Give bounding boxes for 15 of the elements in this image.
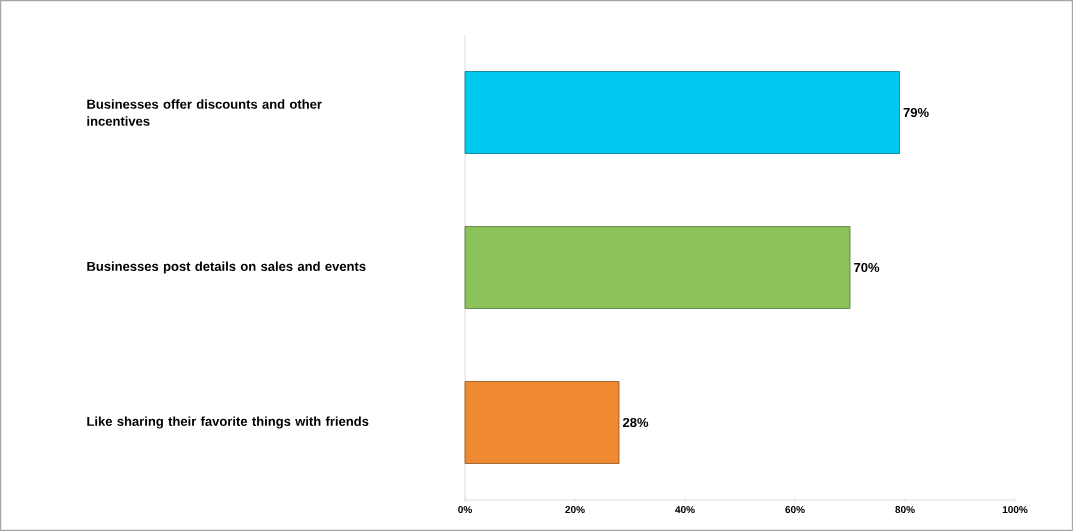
data-label: 28% <box>622 417 649 428</box>
x-tick-label: 80% <box>895 506 915 514</box>
data-label: 79% <box>903 107 929 118</box>
bar <box>464 71 900 154</box>
x-tick-label: 60% <box>785 506 805 514</box>
y-tick-label: Businesses offer discounts and other incentives <box>87 99 322 126</box>
y-tick-label: Businesses post details on sales and events <box>87 261 366 274</box>
x-tick-label: 0% <box>458 506 472 514</box>
x-tick-label: 100% <box>1002 506 1028 514</box>
x-tick-label: 20% <box>565 506 585 514</box>
y-tick-label: Like sharing their favorite things with friends <box>87 416 369 429</box>
x-tick-label: 40% <box>675 506 695 514</box>
data-label: 70% <box>854 262 880 273</box>
bar <box>464 226 851 309</box>
bar <box>464 381 620 464</box>
